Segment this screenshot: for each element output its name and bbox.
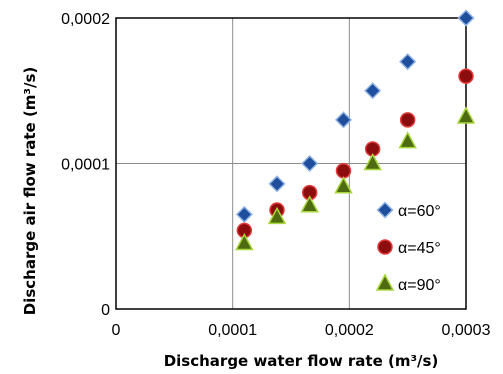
data-point-diamond xyxy=(235,205,253,223)
grid xyxy=(116,18,466,309)
legend-label: α=60° xyxy=(398,203,441,220)
data-point-diamond xyxy=(399,53,417,71)
data-point-circle xyxy=(399,112,416,128)
y-axis-title: Discharge air flow rate (m³/s) xyxy=(21,67,39,316)
data-markers xyxy=(235,9,476,251)
legend: α=60° α=45° α=90° xyxy=(373,198,465,296)
y-tick-label: 0,0002 xyxy=(61,11,110,28)
legend-marker-circle xyxy=(377,239,393,255)
data-point-triangle xyxy=(456,106,476,124)
data-point-diamond xyxy=(364,82,382,100)
data-point-triangle xyxy=(235,232,254,251)
y-tick-label: 0,0001 xyxy=(61,157,110,174)
data-point-circle xyxy=(335,163,352,179)
data-point-triangle xyxy=(363,152,382,171)
x-axis-title: Discharge water flow rate (m³/s) xyxy=(164,352,439,370)
data-point-triangle xyxy=(398,131,417,149)
legend-label: α=90° xyxy=(398,277,441,294)
y-tick-label: 0 xyxy=(101,302,110,319)
data-point-triangle xyxy=(334,176,353,194)
data-point-diamond xyxy=(457,9,475,27)
tick-labels: 0 0,0001 0,0002 0,0003 0 0,0001 0,0002 xyxy=(61,11,491,339)
data-point-diamond xyxy=(268,175,286,193)
data-point-diamond xyxy=(301,154,319,173)
x-tick-label: 0,0002 xyxy=(325,322,374,339)
data-point-circle xyxy=(458,68,474,84)
data-point-triangle xyxy=(267,206,287,225)
data-point-triangle xyxy=(300,195,319,213)
legend-marker-triangle xyxy=(375,273,395,291)
x-tick-label: 0,0001 xyxy=(208,322,257,339)
x-tick-label: 0 xyxy=(112,322,121,339)
x-tick-label: 0,0003 xyxy=(442,322,491,339)
legend-marker-diamond xyxy=(376,201,394,219)
legend-label: α=45° xyxy=(398,240,441,257)
plot-area-frame xyxy=(115,17,467,310)
data-point-diamond xyxy=(334,111,353,129)
